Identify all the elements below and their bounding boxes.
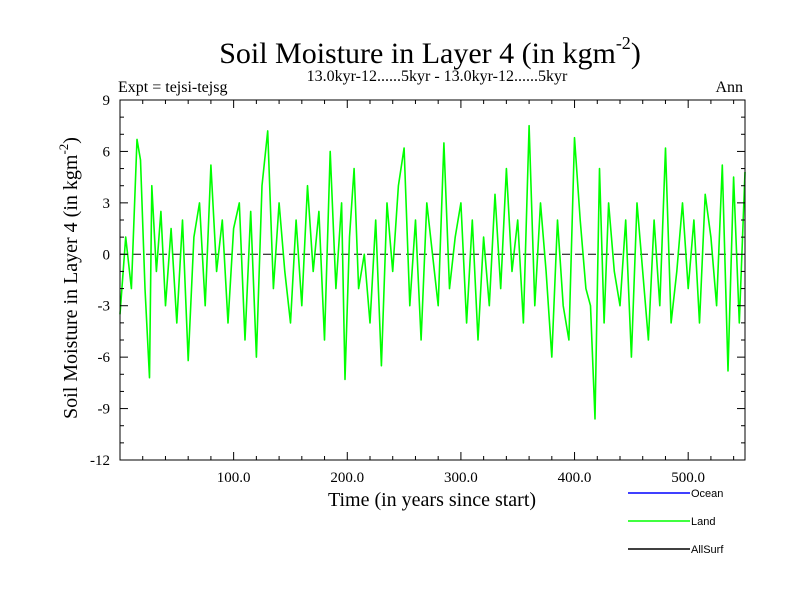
y-tick-label: 6 xyxy=(103,144,111,160)
y-tick-label: -9 xyxy=(98,402,111,418)
chart-title: Soil Moisture in Layer 4 (in kgm-2) xyxy=(219,33,641,70)
season-label: Ann xyxy=(715,79,743,96)
axis-ticks: 9 6 3 0 -3 -6 -9 -12 100.0 200.0 300.0 400.0 500.0 xyxy=(90,93,745,486)
y-tick-label: 0 xyxy=(103,247,111,263)
y-tick-label: -3 xyxy=(98,299,111,315)
y-axis-label-close: ) xyxy=(60,137,82,144)
experiment-label: Expt = tejsi-tejsg xyxy=(118,79,227,96)
legend-label-allsurf: AllSurf xyxy=(691,544,724,556)
y-axis-label-sup: -2 xyxy=(56,144,71,155)
plot-frame xyxy=(119,99,746,461)
legend-label-ocean: Ocean xyxy=(691,488,723,500)
chart-title-sup: -2 xyxy=(616,33,631,53)
y-tick-label: 9 xyxy=(103,93,111,109)
series-line-land xyxy=(119,124,746,420)
x-axis-label: Time (in years since start) xyxy=(328,489,536,511)
y-tick-label: -12 xyxy=(90,453,110,469)
chart-title-close: ) xyxy=(631,37,641,70)
x-tick-label: 200.0 xyxy=(330,470,364,486)
x-tick-label: 400.0 xyxy=(558,470,592,486)
x-tick-label: 100.0 xyxy=(217,470,251,486)
y-tick-label: 3 xyxy=(103,196,111,212)
y-tick-label: -6 xyxy=(98,350,111,366)
period-label: 13.0kyr-12......5kyr - 13.0kyr-12......5… xyxy=(307,68,568,85)
y-axis-label: Soil Moisture in Layer 4 (in kgm-2) xyxy=(56,137,82,419)
x-tick-label: 300.0 xyxy=(444,470,478,486)
x-tick-label: 500.0 xyxy=(671,470,705,486)
legend: Ocean Land AllSurf xyxy=(628,488,724,556)
legend-label-land: Land xyxy=(691,516,715,528)
plot-area xyxy=(119,99,746,461)
